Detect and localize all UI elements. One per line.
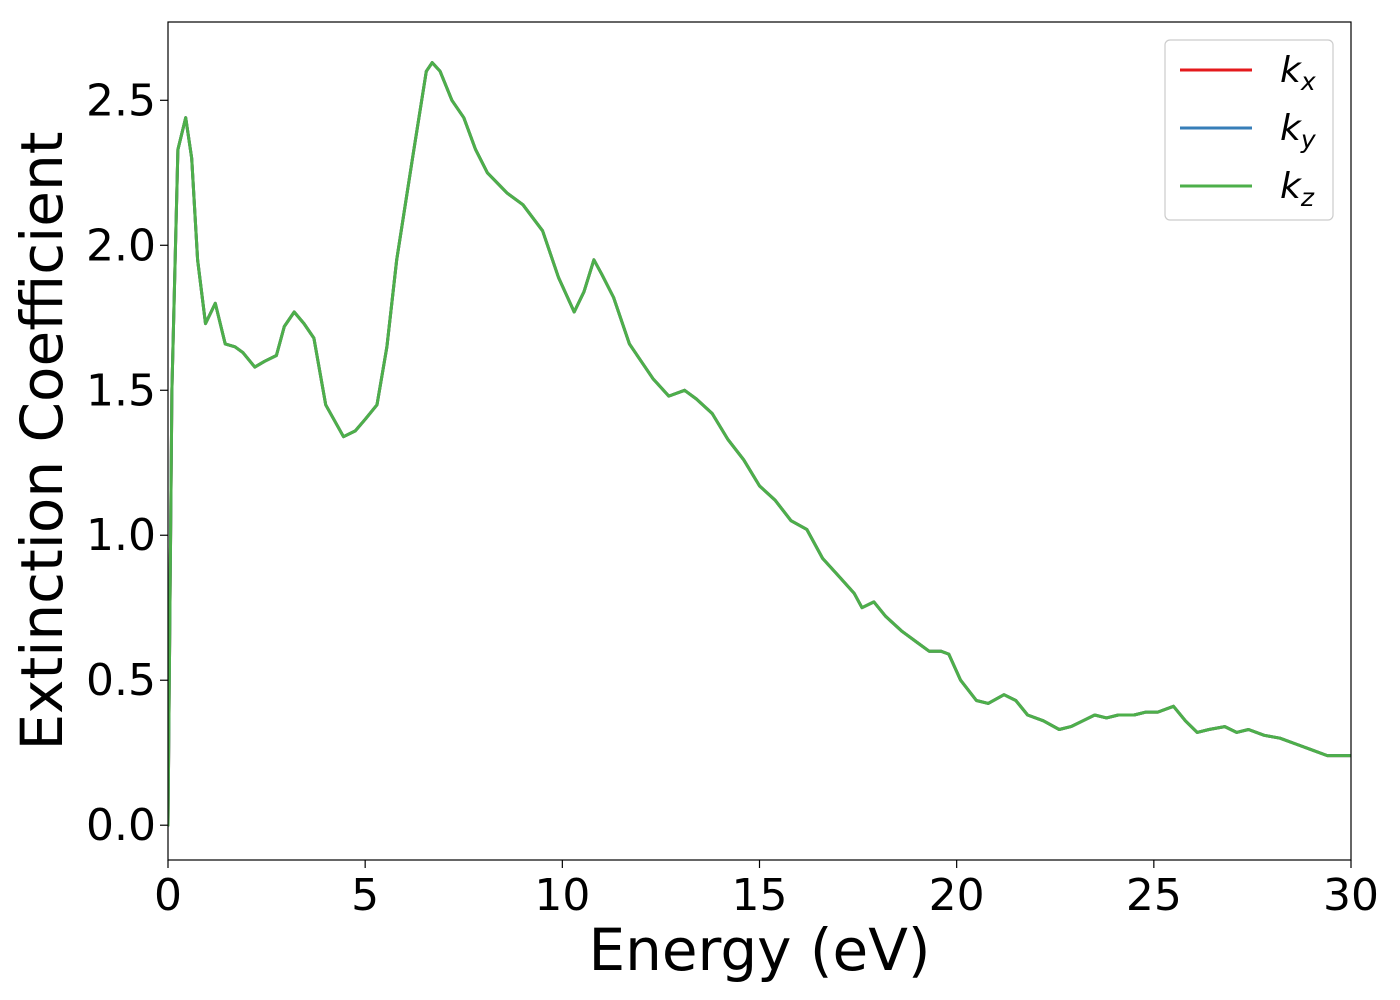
- y-tick-label: 0.0: [86, 800, 156, 851]
- legend: kx ky kz: [1164, 39, 1334, 221]
- series-layer: [168, 61, 1351, 827]
- legend-label-ky: ky: [1280, 108, 1317, 154]
- y-tick-label: 1.0: [86, 510, 156, 561]
- legend-label-kx: kx: [1280, 50, 1316, 96]
- x-tick-label: 15: [732, 870, 788, 921]
- y-tick-label: 0.5: [86, 655, 156, 706]
- x-axis: 0 5 10 15 20 25 30: [154, 860, 1379, 921]
- y-axis-label: Extinction Coefficient: [8, 132, 76, 751]
- legend-label-kz: kz: [1280, 166, 1315, 212]
- y-tick-label: 1.5: [86, 365, 156, 416]
- x-tick-label: 25: [1126, 870, 1182, 921]
- series-line-kz: [168, 61, 1351, 827]
- y-tick-label: 2.5: [86, 75, 156, 126]
- x-tick-label: 20: [929, 870, 985, 921]
- y-tick-label: 2.0: [86, 220, 156, 271]
- x-tick-label: 0: [154, 870, 182, 921]
- x-axis-label: Energy (eV): [588, 916, 930, 984]
- x-tick-label: 10: [534, 870, 590, 921]
- x-tick-label: 30: [1323, 870, 1379, 921]
- y-axis: 0.0 0.5 1.0 1.5 2.0 2.5: [86, 75, 168, 851]
- legend-box: [1164, 39, 1334, 221]
- x-tick-label: 5: [351, 870, 379, 921]
